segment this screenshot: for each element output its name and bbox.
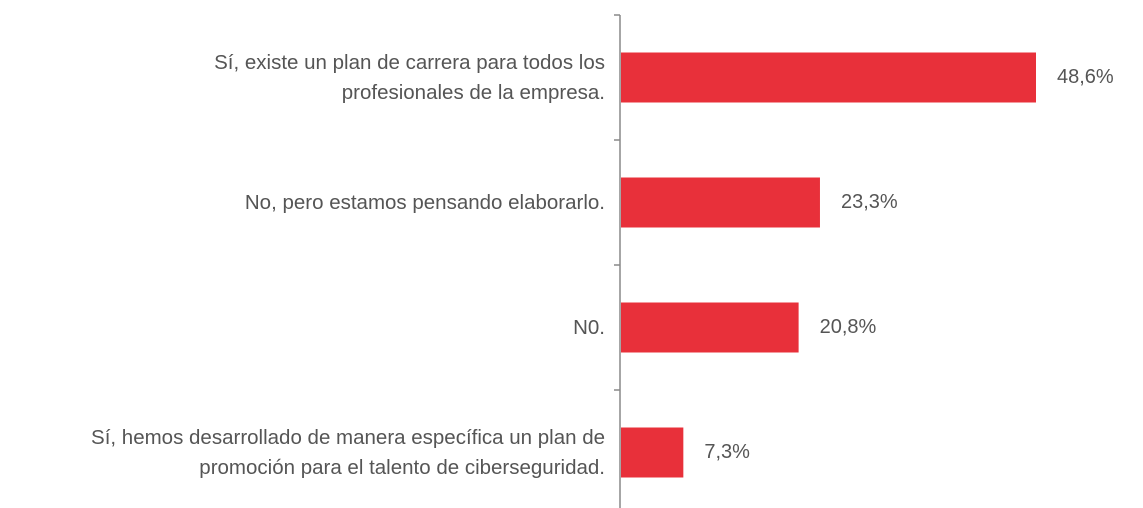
bar (621, 427, 684, 478)
category-label: Sí, existe un plan de carrera para todos… (214, 50, 605, 104)
bar (621, 52, 1036, 103)
bar (621, 177, 820, 228)
value-label: 23,3% (841, 191, 898, 213)
category-label: Sí, hemos desarrollado de manera específ… (91, 425, 605, 479)
value-label: 48,6% (1057, 66, 1114, 88)
value-label: 20,8% (820, 316, 877, 338)
category-label: N0. (573, 315, 605, 339)
category-label: No, pero estamos pensando elaborarlo. (244, 190, 605, 214)
value-label: 7,3% (704, 441, 750, 463)
bar (621, 302, 799, 353)
